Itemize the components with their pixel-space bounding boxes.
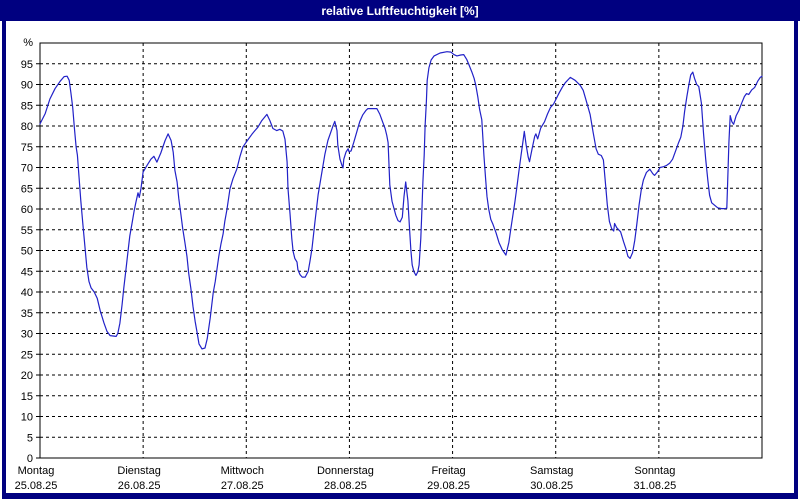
y-tick-label: 10 (21, 412, 33, 424)
day-date-label: 28.08.25 (324, 480, 367, 492)
plot-border (39, 42, 763, 459)
window-title: relative Luftfeuchtigkeit [%] (321, 3, 479, 18)
window-border-right (794, 21, 798, 499)
day-date-label: 30.08.25 (530, 480, 573, 492)
day-date-label: 29.08.25 (427, 480, 470, 492)
day-date-label: 25.08.25 (15, 480, 58, 492)
day-label: Montag (18, 465, 55, 477)
y-tick-label: 35 (21, 308, 33, 320)
window-border-left (2, 21, 6, 499)
y-tick-label: 60 (21, 204, 33, 216)
y-tick-label: 0 (27, 453, 33, 465)
day-label: Freitag (431, 465, 465, 477)
day-date-label: 31.08.25 (633, 480, 676, 492)
day-label: Donnerstag (317, 465, 374, 477)
y-tick-label: 30 (21, 329, 33, 341)
y-tick-label: 40 (21, 287, 33, 299)
y-tick-label: 65 (21, 183, 33, 195)
day-label: Samstag (530, 465, 573, 477)
day-date-label: 27.08.25 (221, 480, 264, 492)
window-border-bottom (2, 493, 798, 499)
y-tick-label: 20 (21, 370, 33, 382)
y-tick-label: 25 (21, 349, 33, 361)
y-tick-label: 5 (27, 432, 33, 444)
y-tick-label: 80 (21, 121, 33, 133)
y-tick-label: 50 (21, 246, 33, 258)
y-tick-label: 55 (21, 225, 33, 237)
day-label: Sonntag (634, 465, 675, 477)
y-axis-unit-label: % (23, 37, 33, 49)
y-tick-label: 75 (21, 142, 33, 154)
window-title-bar[interactable]: relative Luftfeuchtigkeit [%] (0, 0, 800, 21)
humidity-line (39, 51, 763, 350)
y-tick-label: 45 (21, 266, 33, 278)
day-date-label: 26.08.25 (118, 480, 161, 492)
day-label: Dienstag (117, 465, 160, 477)
day-label: Mittwoch (221, 465, 264, 477)
y-tick-label: 90 (21, 80, 33, 92)
y-tick-label: 95 (21, 59, 33, 71)
y-tick-label: 15 (21, 391, 33, 403)
y-tick-label: 70 (21, 163, 33, 175)
y-tick-label: 85 (21, 100, 33, 112)
